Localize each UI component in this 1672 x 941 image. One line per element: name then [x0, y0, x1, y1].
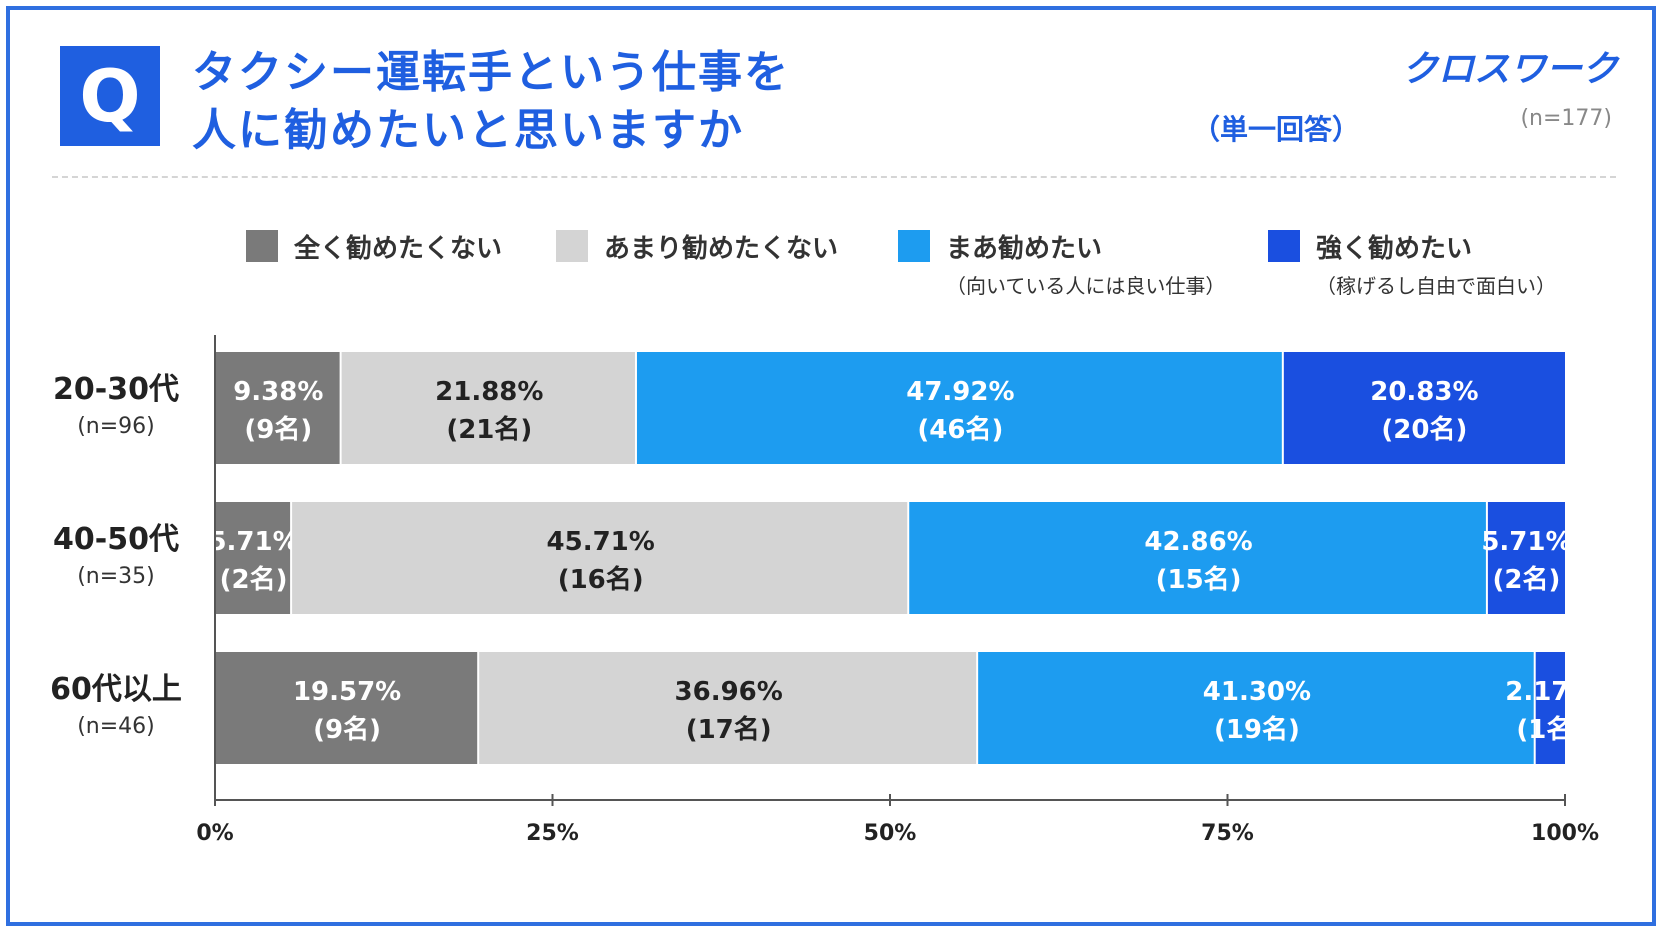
row-sample-size: (n=96) [77, 414, 155, 439]
bar-percent-label: 19.57% [293, 677, 401, 707]
row-label-60-plus: 60代以上 (n=46) [0, 664, 232, 739]
bar-count-label: (9名) [244, 414, 312, 445]
legend-sub-cat4: （稼げるし自由で面白い） [1316, 274, 1556, 298]
row-label-20-30: 20-30代 (n=96) [0, 364, 232, 439]
bar-segment [978, 652, 1534, 764]
bar-segment [909, 502, 1486, 614]
row-sample-size: (n=35) [77, 564, 155, 589]
bar-percent-label: 5.71% [1481, 527, 1571, 557]
bar-percent-label: 5.71% [208, 527, 298, 557]
bar-count-label: (46名) [917, 414, 1003, 445]
bar-segment [479, 652, 977, 764]
bar-percent-label: 45.71% [547, 527, 655, 557]
row-label-40-50: 40-50代 (n=35) [0, 514, 232, 589]
legend-label-cat4: 強く勧めたい [1316, 234, 1473, 264]
x-tick-label: 75% [1201, 821, 1254, 846]
legend-sub-cat3: （向いている人には良い仕事） [946, 274, 1226, 298]
legend-label-cat3: まあ勧めたい [946, 234, 1103, 264]
bar-count-label: (19名) [1214, 714, 1300, 745]
x-tick-label: 25% [526, 821, 579, 846]
bar-segments: 9.38% (9名) 21.88% (21名) 47.92% (46名) 20.83% (20… [208, 352, 1595, 764]
bar-segment [1487, 502, 1565, 614]
bar-count-label: (2名) [220, 564, 288, 595]
question-title-line-1: タクシー運転手という仕事を [192, 47, 790, 98]
bar-percent-label: 42.86% [1144, 527, 1252, 557]
bar-count-label: (20名) [1381, 414, 1467, 445]
total-sample-size: (n=177) [1520, 106, 1612, 131]
bar-count-label: (17名) [686, 714, 772, 745]
bar-segment [215, 352, 340, 464]
legend-swatch-cat3 [898, 230, 930, 262]
legend-label-cat1: 全く勧めたくない [294, 234, 503, 264]
bar-segment [636, 352, 1282, 464]
header-divider [52, 176, 1616, 178]
bar-count-label: (1名) [1516, 714, 1584, 745]
figure-frame [6, 6, 1656, 926]
row-name: 20-30代 [53, 372, 179, 407]
bar-segment [1283, 352, 1565, 464]
bar-count-label: (16名) [558, 564, 644, 595]
bar-percent-label: 36.96% [675, 677, 783, 707]
bar-percent-label: 2.17% [1505, 677, 1595, 707]
x-tick-label: 100% [1531, 821, 1599, 846]
bar-segment [215, 502, 291, 614]
bar-segment [1535, 652, 1565, 764]
bar-percent-label: 47.92% [906, 377, 1014, 407]
question-title: タクシー運転手という仕事を 人に勧めたいと思いますか [192, 44, 790, 160]
legend-label-cat2: あまり勧めたくない [604, 234, 839, 264]
question-mark-badge: Q [60, 46, 160, 146]
x-tick-label: 0% [196, 821, 233, 846]
bar-percent-label: 9.38% [233, 377, 323, 407]
legend-swatch-cat4 [1268, 230, 1300, 262]
bar-segment [292, 502, 908, 614]
brand-logo: クロスワーク [1401, 49, 1618, 90]
bar-segment [341, 352, 635, 464]
legend-swatch-cat1 [246, 230, 278, 262]
row-name: 60代以上 [50, 672, 182, 707]
x-tick-label: 50% [864, 821, 917, 846]
bar-percent-label: 20.83% [1370, 377, 1478, 407]
bar-segment [215, 652, 478, 764]
bar-count-label: (15名) [1156, 564, 1242, 595]
bar-count-label: (21名) [446, 414, 532, 445]
bar-count-label: (2名) [1493, 564, 1561, 595]
question-title-line-2: 人に勧めたいと思いますか [192, 105, 744, 156]
answer-type-note: （単一回答） [1192, 113, 1361, 146]
bar-percent-label: 41.30% [1203, 677, 1311, 707]
bar-percent-label: 21.88% [435, 377, 543, 407]
row-sample-size: (n=46) [77, 714, 155, 739]
x-axis: 0% 25% 50% 75% 100% [196, 335, 1599, 846]
row-name: 40-50代 [53, 522, 179, 557]
bar-count-label: (9名) [313, 714, 381, 745]
legend-swatch-cat2 [556, 230, 588, 262]
